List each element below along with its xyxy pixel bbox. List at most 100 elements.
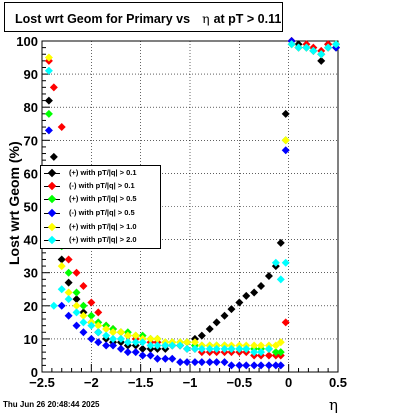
x-tick-label: 0 (285, 375, 292, 390)
data-point (79, 311, 88, 320)
data-point (72, 321, 81, 330)
legend-entry: (+) with pT/|q| > 0.1 (41, 167, 160, 180)
data-point (64, 278, 73, 287)
data-point (116, 334, 125, 343)
data-point (271, 258, 280, 267)
data-point (281, 109, 290, 118)
data-point (123, 348, 132, 357)
data-point (242, 361, 251, 370)
data-point (57, 285, 66, 294)
data-point (242, 344, 251, 353)
y-tick-label: 80 (24, 100, 38, 115)
data-point (264, 272, 273, 281)
data-point (44, 126, 53, 135)
data-point (257, 341, 266, 350)
data-point (183, 344, 192, 353)
legend-entry: (+) with pT/|q| > 0.5 (41, 193, 160, 206)
x-tick-label: −2.5 (29, 375, 55, 390)
data-point (242, 291, 251, 300)
footer-timestamp: Thu Jun 26 20:48:44 2025 (3, 400, 100, 409)
data-point (116, 344, 125, 353)
data-point (44, 66, 53, 75)
data-point (87, 311, 96, 320)
data-point (271, 341, 280, 350)
data-point (64, 255, 73, 264)
y-tick-label: 60 (24, 166, 38, 181)
data-point (131, 348, 140, 357)
data-point (227, 361, 236, 370)
x-tick-label: −2 (84, 375, 99, 390)
data-point (109, 341, 118, 350)
data-point (109, 334, 118, 343)
data-point (183, 358, 192, 367)
legend-label: (+) with pT/|q| > 0.5 (69, 194, 137, 203)
data-point (116, 328, 125, 337)
data-point (190, 344, 199, 353)
data-point (94, 328, 103, 337)
y-tick-label: 20 (24, 299, 38, 314)
x-axis-label: η (329, 396, 338, 414)
data-point (294, 43, 303, 52)
x-tick-label: −0.5 (226, 375, 252, 390)
data-point (72, 288, 81, 297)
data-point (271, 361, 280, 370)
data-point (276, 348, 285, 357)
data-point (64, 295, 73, 304)
data-series (44, 40, 341, 357)
y-tick-label: 100 (16, 34, 38, 49)
data-point (131, 331, 140, 340)
data-point (79, 281, 88, 290)
data-point (49, 301, 58, 310)
title-eta-symbol: η (202, 11, 210, 26)
legend-label: (+) with pT/|q| > 2.0 (69, 235, 137, 244)
data-point (44, 96, 53, 105)
legend-marker (47, 194, 57, 204)
data-point (281, 136, 290, 145)
data-point (72, 308, 81, 317)
data-point (146, 351, 155, 360)
data-point (123, 338, 132, 347)
data-point (250, 341, 259, 350)
x-tick-label: −1 (183, 375, 198, 390)
data-point (183, 338, 192, 347)
data-point (138, 351, 147, 360)
legend-marker (47, 222, 57, 232)
data-point (72, 268, 81, 277)
data-point (250, 348, 259, 357)
data-point (212, 344, 221, 353)
chart-title: Lost wrt Geom for Primary vs η at pT > 0.1… (4, 2, 283, 32)
data-point (49, 152, 58, 161)
data-point (176, 341, 185, 350)
legend-entry: (-) with pT/|q| > 0.5 (41, 207, 160, 220)
data-point (317, 56, 326, 65)
y-tick-label: 0 (31, 365, 38, 380)
data-point (123, 331, 132, 340)
data-point (264, 344, 273, 353)
data-point (72, 295, 81, 304)
data-point (227, 305, 236, 314)
data-point (168, 354, 177, 363)
data-point (276, 275, 285, 284)
data-point (87, 334, 96, 343)
data-point (235, 298, 244, 307)
data-point (153, 341, 162, 350)
data-point (220, 358, 229, 367)
data-point (235, 344, 244, 353)
data-point (332, 40, 341, 49)
legend-marker (47, 235, 57, 245)
data-point (309, 46, 318, 55)
data-point (102, 341, 111, 350)
data-point (153, 334, 162, 343)
data-point (176, 358, 185, 367)
y-tick-label: 30 (24, 266, 38, 281)
data-point (257, 348, 266, 357)
data-point (235, 361, 244, 370)
data-point (87, 298, 96, 307)
data-point (94, 308, 103, 317)
data-point (79, 328, 88, 337)
data-point (324, 43, 333, 52)
y-tick-label: 90 (24, 67, 38, 82)
data-point (131, 338, 140, 347)
data-point (64, 311, 73, 320)
